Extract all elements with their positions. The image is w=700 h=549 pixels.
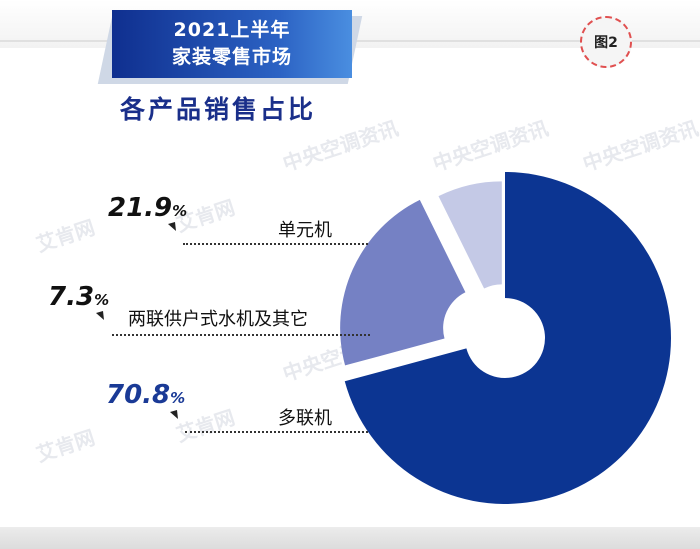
leader-arrow — [96, 311, 104, 320]
leader-line — [185, 431, 368, 433]
category-label-vrf: 多联机 — [278, 408, 332, 429]
slice-water — [438, 181, 502, 289]
pct-label-unit: 21.9% — [108, 193, 187, 223]
leader-line — [112, 334, 370, 336]
pct-value: 70.8 — [106, 380, 171, 410]
pct-unit: % — [170, 389, 186, 407]
pct-value: 21.9 — [108, 193, 173, 223]
chart-subtitle: 各产品销售占比 — [120, 95, 317, 124]
slice-vrf — [344, 172, 672, 504]
leader-arrow — [170, 410, 178, 419]
category-label-unit: 单元机 — [278, 220, 332, 241]
category-label-water: 两联供户式水机及其它 — [128, 309, 308, 330]
pct-label-water: 7.3% — [48, 282, 109, 312]
leader-arrow — [168, 222, 176, 231]
pct-label-vrf: 70.8% — [106, 380, 185, 410]
pct-unit: % — [94, 291, 110, 309]
pct-unit: % — [172, 202, 188, 220]
title-banner: 2021上半年 家装零售市场 — [112, 10, 352, 78]
slice-unit — [340, 199, 466, 366]
leader-line — [183, 243, 368, 245]
pct-value: 7.3 — [48, 282, 95, 312]
title-line-2: 家装零售市场 — [171, 46, 292, 68]
title-line-1: 2021上半年 — [173, 19, 291, 41]
bottom-band — [0, 527, 700, 549]
figure-badge: 图2 — [580, 16, 632, 68]
